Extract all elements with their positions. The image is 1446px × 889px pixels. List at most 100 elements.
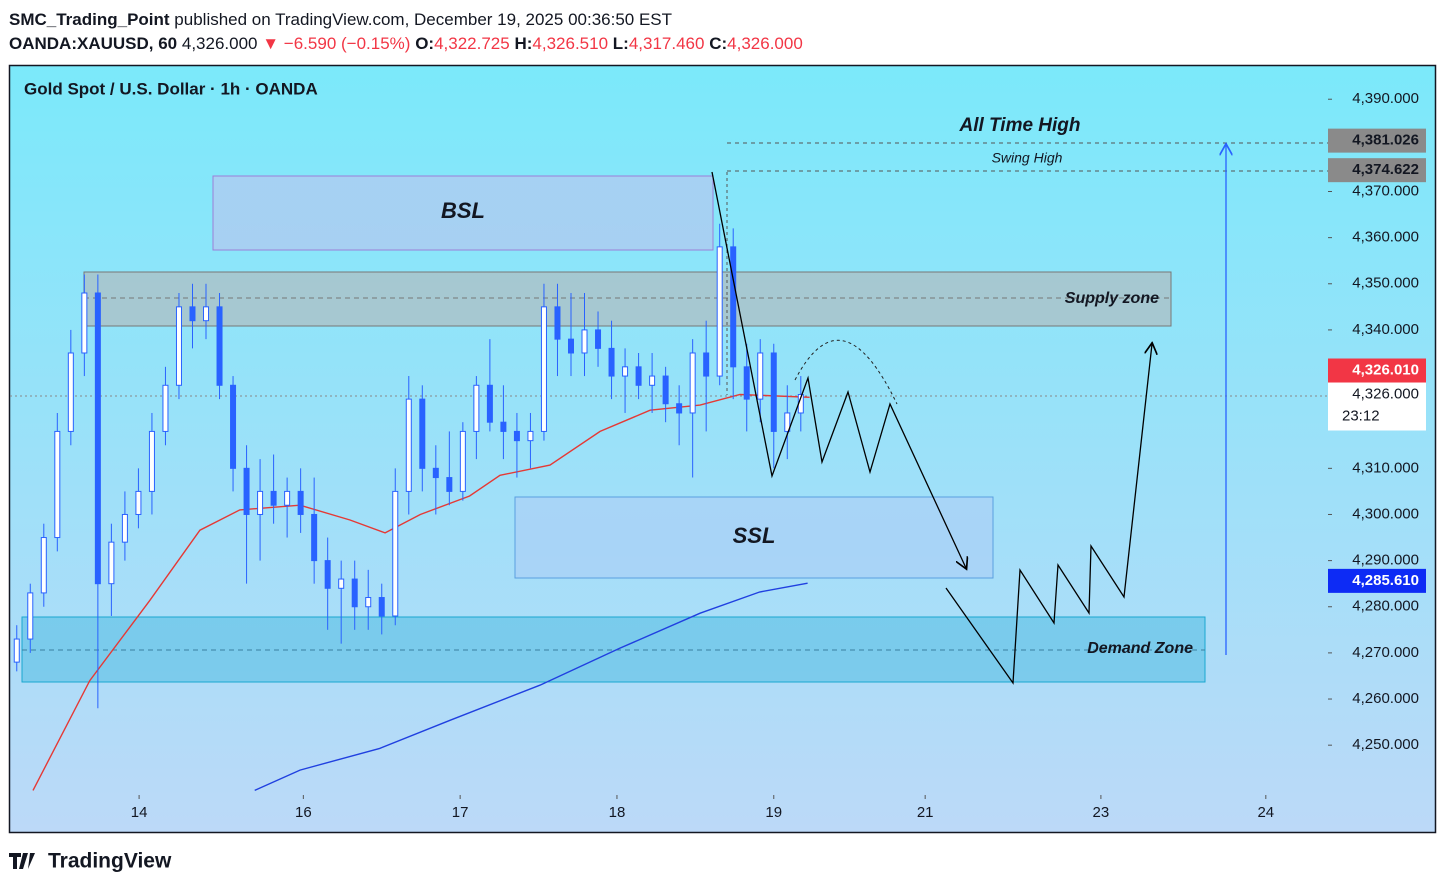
ohlc-value: 4,326.000 (727, 34, 803, 53)
candle-body (216, 306, 223, 386)
candle-body (81, 292, 88, 354)
y-tick-label: 4,270.000 (1352, 644, 1419, 661)
ma-line (254, 582, 808, 792)
candle-body (716, 246, 723, 377)
candle-body (135, 490, 142, 515)
ohlc-value: 4,317.460 (628, 34, 705, 53)
candle-body (297, 490, 304, 515)
y-tick-label: 4,390.000 (1352, 90, 1419, 107)
ssl-box (514, 496, 994, 579)
price-label: 4,285.610 (1352, 572, 1419, 589)
y-tick-label: 4,300.000 (1352, 505, 1419, 522)
logo: TradingView (9, 850, 172, 873)
candle-body (432, 467, 439, 479)
candle-body (622, 366, 629, 377)
price-label-box (1328, 158, 1426, 183)
ohlc-label: L: (612, 34, 629, 53)
projection-arc (794, 339, 898, 405)
candle-body (365, 597, 372, 608)
price-label: 4,326.010 (1352, 361, 1419, 378)
candle-body (703, 352, 710, 377)
candle-body (27, 592, 34, 640)
candle-body (540, 306, 547, 432)
chart-title: Gold Spot / U.S. Dollar · 1h · OANDA (24, 79, 318, 98)
y-tick-label: 4,260.000 (1352, 690, 1419, 707)
candle-body (513, 430, 520, 442)
price-label-box (1328, 128, 1426, 153)
supply-zone (83, 271, 1172, 327)
projection-path (711, 171, 966, 568)
candle-body (473, 384, 480, 432)
x-tick-label: 17 (452, 804, 469, 821)
price-label: 4,326.000 (1352, 385, 1419, 402)
demand-zone (21, 616, 1206, 683)
ohlc-value: 4,326.510 (532, 34, 609, 53)
annotation: BSL (441, 198, 485, 223)
candle-body (554, 306, 561, 340)
candle-body (148, 430, 155, 492)
candle-body (94, 292, 101, 585)
footer-brand: TradingView (48, 850, 172, 873)
annotation: All Time High (958, 115, 1080, 136)
price-label-box (1328, 358, 1426, 383)
annotation: SSL (733, 523, 776, 548)
candle-body (243, 467, 250, 515)
symbol: OANDA:XAUUSD, 60 (9, 34, 178, 53)
candle-body (324, 560, 331, 589)
candle-body (108, 541, 115, 585)
series-layer (13, 223, 810, 792)
candle-body (338, 578, 345, 589)
candle-body (757, 352, 764, 400)
candle-body (351, 578, 358, 608)
candle-body (392, 490, 399, 617)
x-tick-label: 24 (1257, 804, 1274, 821)
candle-body (784, 412, 791, 432)
candle-body (581, 329, 588, 354)
candle-body (595, 329, 602, 349)
candle-body (257, 490, 264, 515)
countdown: 23:12 (1342, 407, 1380, 424)
header-line: OANDA:XAUUSD, 60 4,326.000 ▼ −6.590 (−0.… (9, 32, 803, 56)
y-tick-label: 4,250.000 (1352, 736, 1419, 753)
candle-body (770, 352, 777, 432)
x-tick-label: 19 (765, 804, 782, 821)
candle-body (635, 366, 642, 386)
header-line: SMC_Trading_Point published on TradingVi… (9, 8, 803, 32)
x-tick-label: 23 (1093, 804, 1110, 821)
price-label-box (1328, 382, 1426, 431)
x-tick-label: 16 (295, 804, 312, 821)
last-price: 4,326.000 (181, 34, 258, 53)
candle-body (446, 477, 453, 492)
published: published on TradingView.com, December 1… (169, 10, 673, 29)
author: SMC_Trading_Point (9, 10, 170, 29)
y-tick-label: 4,360.000 (1352, 229, 1419, 246)
candle-body (284, 490, 291, 506)
x-tick-label: 18 (609, 804, 626, 821)
ohlc-label: H: (514, 34, 533, 53)
candle-body (230, 384, 237, 469)
candle-body (378, 597, 385, 617)
y-tick-label: 4,290.000 (1352, 552, 1419, 569)
y-tick-label: 4,340.000 (1352, 321, 1419, 338)
candle-body (567, 338, 574, 354)
y-tick-label: 4,310.000 (1352, 459, 1419, 476)
path-drawings (711, 171, 1152, 685)
x-tick-label: 14 (131, 804, 148, 821)
candle-body (459, 430, 466, 492)
axes: 4,250.000 4,260.000 4,270.000 4,280.000 4,29… (131, 90, 1426, 821)
candle-body (162, 384, 169, 432)
candle-body (203, 306, 210, 322)
candle-body (67, 352, 74, 432)
price-label-box (1328, 568, 1426, 593)
candle-body (54, 430, 61, 539)
candle-body (500, 421, 507, 432)
candle-body (121, 513, 128, 543)
candle-body (689, 352, 696, 414)
candle-body (649, 375, 656, 386)
candle-body (175, 306, 182, 386)
bsl-box (212, 175, 714, 251)
change: ▼ −6.590 (−0.15%) (262, 34, 411, 53)
y-tick-label: 4,350.000 (1352, 275, 1419, 292)
